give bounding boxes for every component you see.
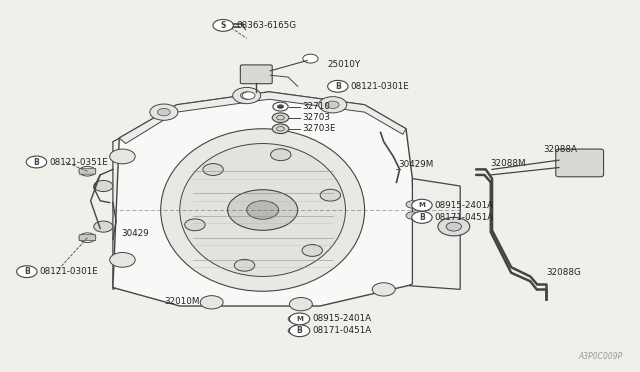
Text: B: B <box>297 326 303 335</box>
FancyBboxPatch shape <box>241 65 272 84</box>
Text: B: B <box>419 213 425 222</box>
Circle shape <box>288 327 301 334</box>
Circle shape <box>94 180 113 192</box>
Circle shape <box>94 221 113 232</box>
Text: 08363-6165G: 08363-6165G <box>236 21 296 30</box>
Circle shape <box>17 266 37 278</box>
Circle shape <box>319 97 347 113</box>
Text: B: B <box>24 267 29 276</box>
Circle shape <box>289 313 310 325</box>
Text: 08121-0301E: 08121-0301E <box>351 82 410 91</box>
FancyBboxPatch shape <box>79 235 96 241</box>
Circle shape <box>246 201 278 219</box>
Text: 30429M: 30429M <box>398 160 434 169</box>
Circle shape <box>213 19 234 31</box>
Text: A3P0C009P: A3P0C009P <box>579 352 623 361</box>
Circle shape <box>79 166 96 176</box>
Text: 08171-0451A: 08171-0451A <box>435 213 494 222</box>
Text: 08171-0451A: 08171-0451A <box>312 326 372 335</box>
Circle shape <box>277 105 284 109</box>
Circle shape <box>320 189 340 201</box>
Text: M: M <box>419 202 426 208</box>
Ellipse shape <box>161 129 365 291</box>
Circle shape <box>203 164 223 176</box>
Circle shape <box>150 104 178 120</box>
Polygon shape <box>113 92 415 306</box>
Text: 08121-0351E: 08121-0351E <box>49 157 108 167</box>
Text: 32088M: 32088M <box>491 159 526 169</box>
Text: 08121-0301E: 08121-0301E <box>40 267 99 276</box>
Circle shape <box>326 101 339 109</box>
Circle shape <box>412 199 432 211</box>
Circle shape <box>109 149 135 164</box>
Text: S: S <box>220 21 226 30</box>
Text: 25010Y: 25010Y <box>328 60 361 70</box>
Circle shape <box>289 298 312 311</box>
Circle shape <box>412 211 432 223</box>
Circle shape <box>328 80 348 92</box>
Circle shape <box>233 87 260 104</box>
Circle shape <box>271 149 291 161</box>
Text: 08915-2401A: 08915-2401A <box>312 314 371 323</box>
Circle shape <box>288 315 301 323</box>
Text: 30429: 30429 <box>121 229 149 238</box>
Circle shape <box>234 259 255 271</box>
Text: 32710: 32710 <box>303 102 331 111</box>
Polygon shape <box>119 92 406 144</box>
Ellipse shape <box>180 144 346 276</box>
Circle shape <box>303 54 318 63</box>
Text: 32088G: 32088G <box>546 268 581 277</box>
Circle shape <box>241 92 253 99</box>
Circle shape <box>372 283 395 296</box>
Circle shape <box>200 296 223 309</box>
Circle shape <box>228 190 298 230</box>
Circle shape <box>243 92 255 99</box>
Circle shape <box>438 217 470 236</box>
Circle shape <box>406 201 419 208</box>
Circle shape <box>185 219 205 231</box>
Circle shape <box>272 113 289 122</box>
Circle shape <box>446 222 461 231</box>
Circle shape <box>109 253 135 267</box>
Text: B: B <box>33 157 39 167</box>
FancyBboxPatch shape <box>556 149 604 177</box>
Text: 32703E: 32703E <box>303 124 336 133</box>
Text: B: B <box>335 82 340 91</box>
Text: 32703: 32703 <box>303 113 331 122</box>
Circle shape <box>157 109 170 116</box>
Polygon shape <box>409 179 460 289</box>
Circle shape <box>406 212 419 219</box>
Text: 08915-2401A: 08915-2401A <box>435 201 494 210</box>
Circle shape <box>272 124 289 134</box>
FancyBboxPatch shape <box>79 168 96 174</box>
Circle shape <box>302 244 323 256</box>
Text: 32088A: 32088A <box>543 145 577 154</box>
Circle shape <box>79 233 96 243</box>
Circle shape <box>289 325 310 337</box>
Text: M: M <box>296 316 303 322</box>
Text: 32010M: 32010M <box>164 297 199 306</box>
Circle shape <box>26 156 47 168</box>
